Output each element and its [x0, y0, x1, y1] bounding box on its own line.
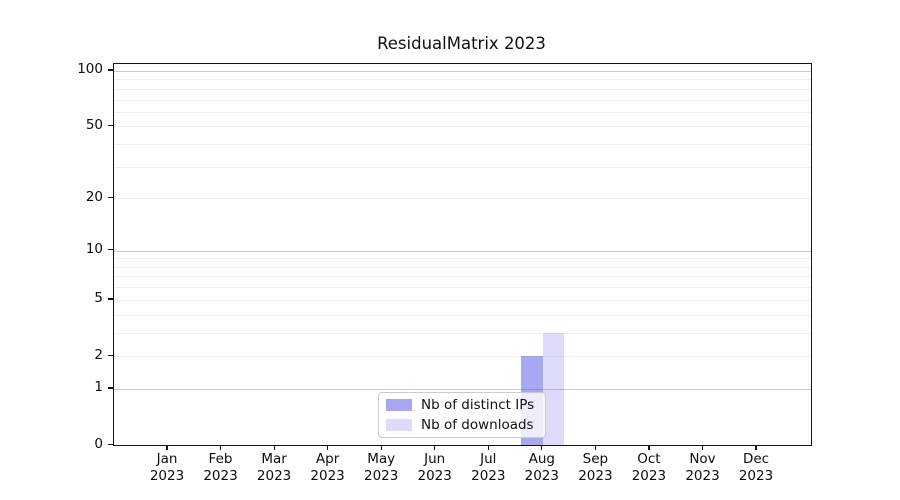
gridline-minor — [114, 88, 811, 90]
x-tick-mark — [434, 445, 436, 450]
gridline-minor — [114, 111, 811, 113]
gridline-minor — [114, 258, 811, 260]
gridline-minor — [114, 144, 811, 145]
x-tick-label-oct: Oct 2023 — [631, 451, 667, 484]
x-tick-mark — [380, 445, 382, 450]
x-tick-mark — [594, 445, 597, 450]
y-tick-mark — [108, 196, 113, 198]
x-tick-mark — [327, 445, 329, 450]
legend-item-downloads: Nb of downloads — [386, 417, 537, 433]
gridline-major — [114, 250, 811, 252]
y-tick-label: 20 — [85, 188, 103, 205]
legend-label-distinct-ips: Nb of distinct IPs — [421, 397, 535, 413]
gridline-minor — [114, 332, 811, 334]
bar-nb-of-downloads-aug — [542, 332, 565, 445]
y-tick-label: 0 — [94, 435, 103, 452]
y-tick-mark — [108, 443, 113, 445]
x-tick-mark — [219, 445, 222, 450]
legend-label-downloads: Nb of downloads — [421, 417, 534, 433]
x-tick-mark — [541, 445, 543, 450]
x-tick-label-feb: Feb 2023 — [203, 451, 238, 484]
x-tick-mark — [487, 445, 489, 450]
x-tick-label-aug: Aug 2023 — [524, 451, 559, 484]
x-tick-mark — [273, 445, 275, 450]
gridline-minor — [114, 287, 811, 289]
x-tick-mark — [701, 445, 704, 450]
y-tick-label: 100 — [77, 61, 103, 78]
y-tick-label: 5 — [94, 290, 103, 307]
x-tick-label-nov: Nov 2023 — [685, 451, 720, 484]
legend: Nb of distinct IPs Nb of downloads — [378, 392, 546, 438]
x-tick-label-jun: Jun 2023 — [417, 451, 452, 484]
x-tick-mark — [648, 445, 650, 450]
x-tick-label-mar: Mar 2023 — [256, 451, 292, 484]
plot-area — [113, 63, 812, 446]
y-tick-label: 2 — [94, 346, 103, 363]
chart-title: ResidualMatrix 2023 — [377, 34, 546, 53]
x-tick-label-dec: Dec 2023 — [738, 451, 774, 484]
x-tick-mark — [166, 445, 168, 450]
y-tick-label: 50 — [85, 116, 103, 133]
y-tick-label: 10 — [85, 241, 103, 258]
x-tick-label-apr: Apr 2023 — [310, 451, 345, 484]
x-tick-label-jul: Jul 2023 — [471, 451, 506, 484]
y-tick-mark — [108, 249, 113, 251]
legend-swatch-distinct-ips — [386, 398, 412, 412]
y-tick-mark — [108, 69, 113, 71]
x-tick-label-sep: Sep 2023 — [578, 451, 613, 484]
gridline-minor — [114, 99, 811, 101]
y-tick-mark — [108, 124, 113, 127]
gridline-major — [114, 388, 811, 390]
x-tick-mark — [755, 445, 757, 450]
gridline-minor — [114, 314, 811, 316]
y-tick-mark — [108, 298, 113, 300]
gridline-minor — [114, 299, 811, 301]
gridline-minor — [114, 126, 811, 128]
legend-swatch-downloads — [386, 418, 412, 432]
gridline-minor — [114, 276, 811, 278]
legend-item-distinct-ips: Nb of distinct IPs — [386, 397, 537, 413]
y-tick-label: 1 — [94, 379, 103, 396]
gridline-minor — [114, 79, 811, 81]
y-tick-mark — [108, 387, 113, 389]
y-tick-mark — [108, 354, 113, 356]
gridline-minor — [114, 198, 811, 200]
gridline-minor — [114, 166, 811, 168]
gridline-minor — [114, 266, 811, 268]
gridline-minor — [114, 356, 811, 357]
gridline-major — [114, 70, 811, 72]
x-tick-label-may: May 2023 — [364, 451, 399, 484]
x-tick-label-jan: Jan 2023 — [149, 451, 185, 484]
